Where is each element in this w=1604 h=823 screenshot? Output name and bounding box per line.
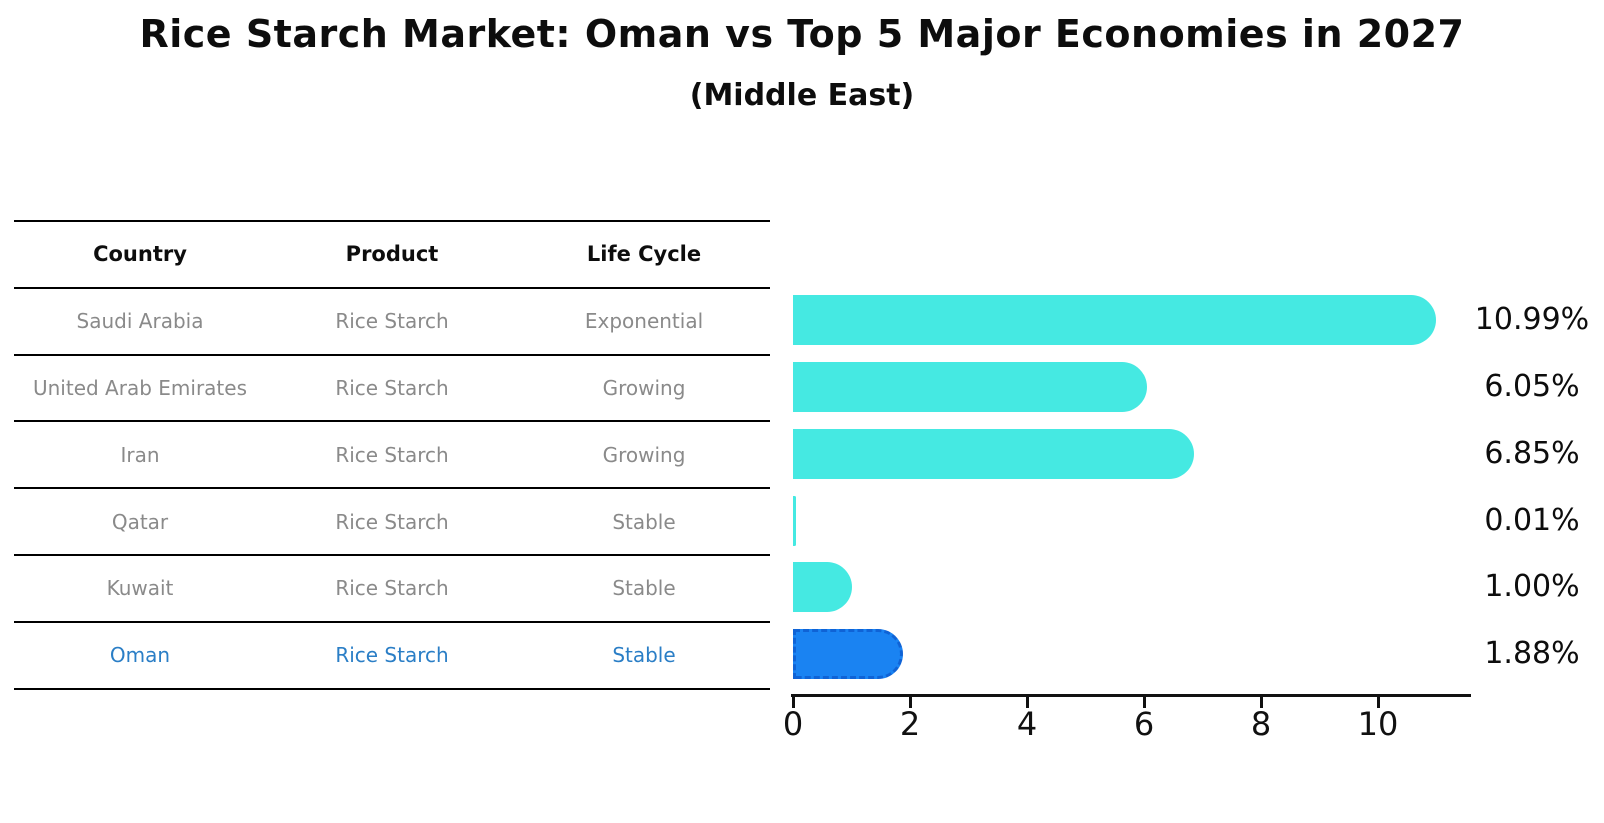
country-cell: Saudi Arabia [76,309,204,334]
country-cell: Oman [109,643,171,668]
bar-kuwait [793,562,852,613]
country-info-table: Country Product Life Cycle Saudi Arabia … [14,220,770,690]
product-cell: Rice Starch [335,309,449,334]
table-row-uae: United Arab Emirates Rice Starch Growing [14,356,770,423]
table-row-qatar: Qatar Rice Starch Stable [14,489,770,556]
country-cell: Kuwait [106,576,174,601]
table-row-kuwait: Kuwait Rice Starch Stable [14,556,770,623]
product-cell: Rice Starch [335,375,449,400]
life-cycle-cell: Exponential [584,309,704,334]
country-cell: Iran [120,442,160,467]
bar-saudi-arabia [793,295,1436,346]
x-axis-tick [1376,697,1380,708]
x-axis-line [791,694,1471,697]
bar-qatar [793,495,796,546]
product-cell: Rice Starch [335,509,449,534]
product-cell: Rice Starch [335,576,449,601]
table-row-oman-highlighted: Oman Rice Starch Stable [14,623,770,690]
x-axis-tick-label: 10 [1357,705,1399,743]
life-cycle-cell: Stable [612,643,676,668]
life-cycle-cell: Growing [602,375,686,400]
x-axis-tick-label: 2 [899,705,921,743]
country-cell: United Arab Emirates [32,375,247,400]
bar-value-label: 6.05% [1484,369,1580,404]
bar-uae [793,362,1147,412]
bar-value-label: 1.00% [1484,569,1580,605]
bar-value-label: 6.85% [1484,435,1580,471]
table-header-row: Country Product Life Cycle [14,222,770,289]
x-axis-tick-label: 0 [782,705,804,743]
product-cell: Rice Starch [335,442,449,467]
bar-iran [793,428,1194,479]
life-cycle-cell: Growing [602,442,686,467]
bar-value-label: 0.01% [1484,502,1580,538]
column-header-life-cycle: Life Cycle [586,242,702,267]
x-axis-tick [1259,697,1263,708]
life-cycle-cell: Stable [612,576,676,601]
bar-value-label: 1.88% [1484,636,1580,672]
x-axis-tick-label: 8 [1250,705,1272,743]
x-axis-tick [791,697,795,708]
bar-value-label: 10.99% [1474,302,1590,338]
life-cycle-cell: Stable [612,509,676,534]
table-row-saudi-arabia: Saudi Arabia Rice Starch Exponential [14,289,770,356]
chart-title: Rice Starch Market: Oman vs Top 5 Major … [139,12,1465,56]
chart-subtitle: (Middle East) [689,78,915,113]
bar-oman-highlighted [793,629,903,680]
x-axis-tick-label: 4 [1016,705,1038,743]
country-cell: Qatar [111,509,169,534]
product-cell: Rice Starch [335,643,449,668]
column-header-product: Product [345,242,439,267]
column-header-country: Country [93,242,187,267]
table-row-iran: Iran Rice Starch Growing [14,422,770,490]
x-axis-tick-label: 6 [1133,705,1155,743]
x-axis-tick [908,697,912,708]
x-axis-tick [1142,697,1146,708]
x-axis-tick [1025,697,1029,708]
